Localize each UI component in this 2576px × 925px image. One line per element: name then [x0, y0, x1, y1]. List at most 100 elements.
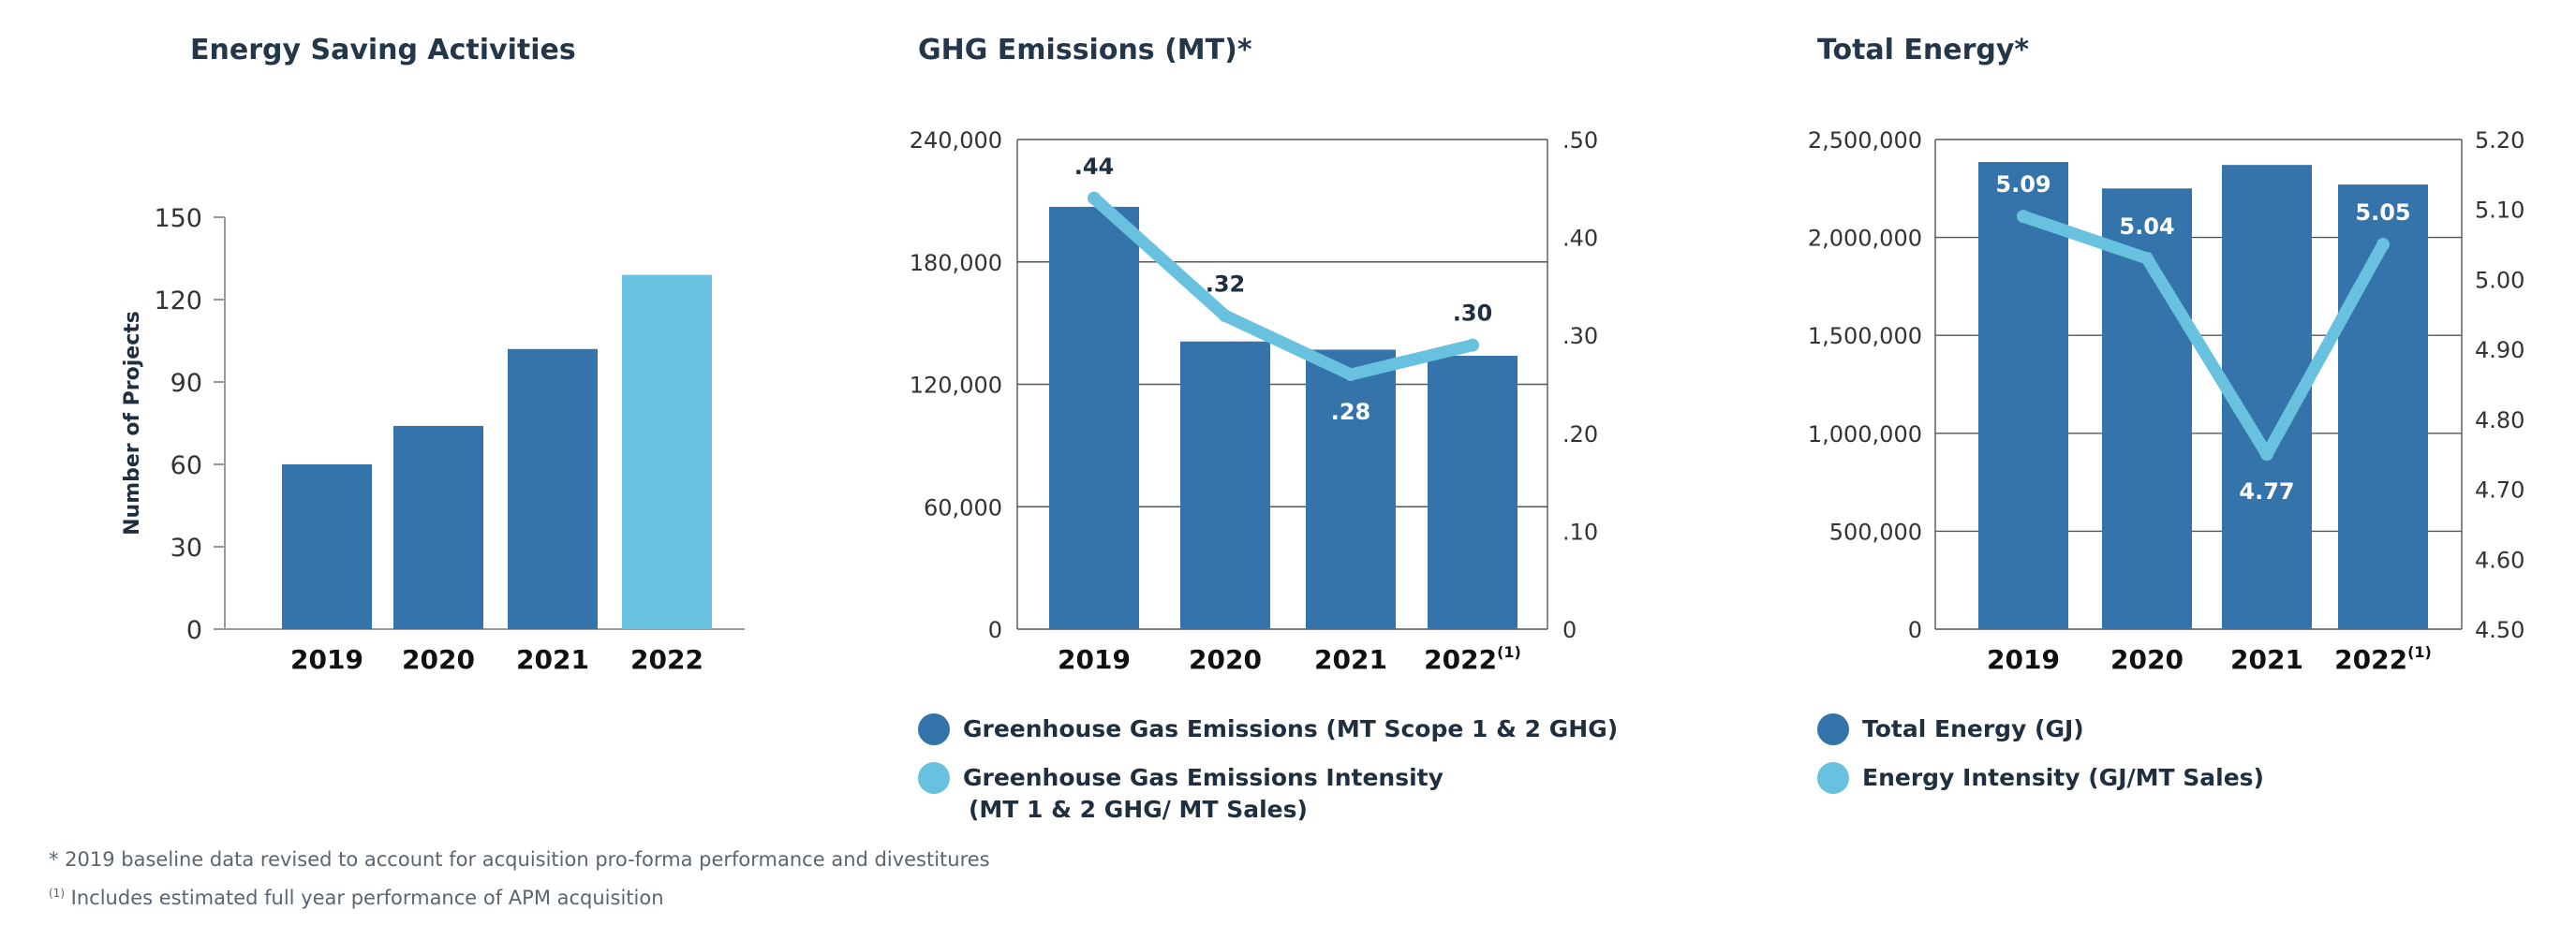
legend-label-sub: (MT 1 & 2 GHG/ MT Sales): [969, 796, 1308, 823]
legend-swatch-dark: [918, 713, 950, 745]
y-left-tick-label: 2,000,000: [1808, 226, 1922, 252]
y-right-tick-label: .50: [1562, 127, 1598, 154]
y-axis-label: Number of Projects: [121, 311, 144, 536]
y-left-tick-label: 500,000: [1829, 519, 1922, 545]
energy-legend-item-intensity: Energy Intensity (GJ/MT Sales): [1817, 762, 2264, 794]
x-tick-label: 2019: [1987, 644, 2060, 675]
y-tick-label: 30: [170, 534, 202, 563]
intensity-point: [2140, 252, 2154, 266]
x-tick-label: 2019: [1058, 644, 1131, 675]
y-left-tick-label: 1,000,000: [1808, 421, 1922, 448]
legend-swatch-dark: [1817, 713, 1849, 745]
intensity-data-label: .30: [1453, 301, 1493, 327]
y-left-tick-label: 120,000: [910, 373, 1002, 399]
footnotes: * 2019 baseline data revised to account …: [49, 843, 990, 915]
x-tick-label: 2019: [290, 644, 363, 675]
y-right-tick-label: 5.10: [2475, 198, 2524, 224]
legend-swatch-light: [1817, 762, 1849, 794]
y-right-tick-label: .20: [1562, 421, 1598, 448]
x-tick-label: 2020: [1189, 644, 1262, 675]
y-tick-label: 120: [154, 286, 202, 316]
y-right-tick-label: 0: [1562, 617, 1577, 643]
intensity-data-label: 5.05: [2355, 199, 2410, 226]
y-right-tick-label: 5.00: [2475, 267, 2524, 293]
total-energy-chart: 0 500,000 1,000,000 1,500,000 2,000,000 2,500…: [1808, 127, 2525, 675]
bar-2022: [622, 274, 712, 629]
intensity-data-label: 5.04: [2119, 213, 2174, 240]
y-left-tick-label: 1,500,000: [1808, 323, 1922, 349]
ghg-emissions-chart: 0 60,000 120,000 180,000 240,000 0 .10 .20 .30 .4…: [910, 127, 1598, 675]
footnote-apm: (1) Includes estimated full year perform…: [49, 876, 990, 915]
bar-2019: [1978, 162, 2068, 630]
intensity-line: [2017, 210, 2390, 461]
bar-2021: [508, 348, 598, 629]
footnote-apm-marker: (1): [49, 887, 65, 900]
y-left-tick-label: 2,500,000: [1808, 127, 1922, 154]
legend-label: Greenhouse Gas Emissions Intensity: [963, 764, 1443, 791]
legend-swatch-light: [918, 762, 950, 794]
x-tick-label: 2021: [1314, 644, 1387, 675]
bar-2020: [1180, 341, 1270, 629]
x-tick-label: 2022(1): [1424, 643, 1521, 675]
x-tick-superscript: (1): [1497, 643, 1521, 661]
intensity-data-label: .44: [1074, 154, 1115, 180]
ghg-emissions-title: GHG Emissions (MT)*: [918, 34, 1252, 66]
intensity-point: [2017, 210, 2030, 224]
intensity-point: [1466, 338, 1479, 352]
intensity-data-label: .28: [1331, 399, 1371, 425]
ghg-legend: Greenhouse Gas Emissions (MT Scope 1 & 2…: [918, 713, 1618, 843]
bar-2022: [2338, 184, 2428, 629]
y-tick-label: 90: [170, 369, 202, 398]
x-tick-superscript: (1): [2407, 643, 2432, 661]
bar-2020: [393, 425, 483, 629]
y-right-tick-label: .30: [1562, 323, 1598, 349]
intensity-point: [1088, 191, 1101, 205]
ghg-legend-item-emissions: Greenhouse Gas Emissions (MT Scope 1 & 2…: [918, 713, 1618, 745]
legend-label: Total Energy (GJ): [1862, 715, 2084, 742]
intensity-line: [1088, 192, 1479, 381]
energy-saving-title: Energy Saving Activities: [190, 34, 576, 66]
footnote-baseline: * 2019 baseline data revised to account …: [49, 848, 990, 871]
x-tick-label: 2022(1): [2334, 643, 2432, 675]
y-right-tick-label: 5.20: [2475, 127, 2524, 154]
ghg-legend-item-intensity: Greenhouse Gas Emissions Intensity (MT 1…: [918, 762, 1618, 826]
intensity-point: [1219, 309, 1232, 323]
bar-2019: [1049, 206, 1139, 629]
y-left-tick-label: 0: [988, 617, 1002, 643]
intensity-point: [1344, 368, 1357, 382]
x-tick-label: 2021: [2230, 644, 2303, 675]
intensity-data-label: 4.77: [2239, 478, 2294, 505]
footnote-apm-text: Includes estimated full year performance…: [65, 887, 664, 909]
x-tick-label: 2020: [2110, 644, 2184, 675]
y-right-tick-label: 4.60: [2475, 547, 2524, 573]
bar-2022: [1428, 355, 1517, 629]
y-tick-label: 150: [154, 204, 202, 233]
bar-2019: [282, 464, 372, 629]
y-right-tick-label: 4.80: [2475, 407, 2524, 433]
y-left-tick-label: 240,000: [910, 127, 1002, 154]
y-right-tick-label: .10: [1562, 519, 1598, 545]
y-right-tick-label: 4.70: [2475, 477, 2524, 504]
intensity-point: [2376, 238, 2390, 252]
y-right-tick-label: 4.50: [2475, 617, 2524, 643]
legend-label: Energy Intensity (GJ/MT Sales): [1862, 764, 2264, 791]
legend-label: Greenhouse Gas Emissions (MT Scope 1 & 2…: [963, 715, 1619, 742]
energy-legend: Total Energy (GJ) Energy Intensity (GJ/M…: [1817, 713, 2264, 811]
intensity-point: [2260, 448, 2273, 462]
y-tick-label: 60: [170, 451, 202, 480]
energy-legend-item-total: Total Energy (GJ): [1817, 713, 2264, 745]
y-right-tick-label: .40: [1562, 226, 1598, 252]
bar-2021: [1306, 349, 1396, 629]
total-energy-title: Total Energy*: [1817, 34, 2030, 66]
y-left-tick-label: 60,000: [924, 494, 1002, 521]
y-right-tick-label: 4.90: [2475, 337, 2524, 363]
energy-saving-chart: 0 30 60 90 120 150 Number of Projects 2019 2020 2…: [121, 204, 745, 675]
y-tick-label: 0: [186, 616, 202, 645]
x-tick-label: 2022: [630, 644, 703, 675]
x-tick-label: 2021: [516, 644, 589, 675]
y-left-tick-label: 180,000: [910, 250, 1002, 276]
y-left-tick-label: 0: [1908, 617, 1922, 643]
x-tick-label: 2020: [402, 644, 475, 675]
intensity-data-label: .32: [1206, 271, 1246, 297]
intensity-data-label: 5.09: [1995, 171, 2050, 198]
